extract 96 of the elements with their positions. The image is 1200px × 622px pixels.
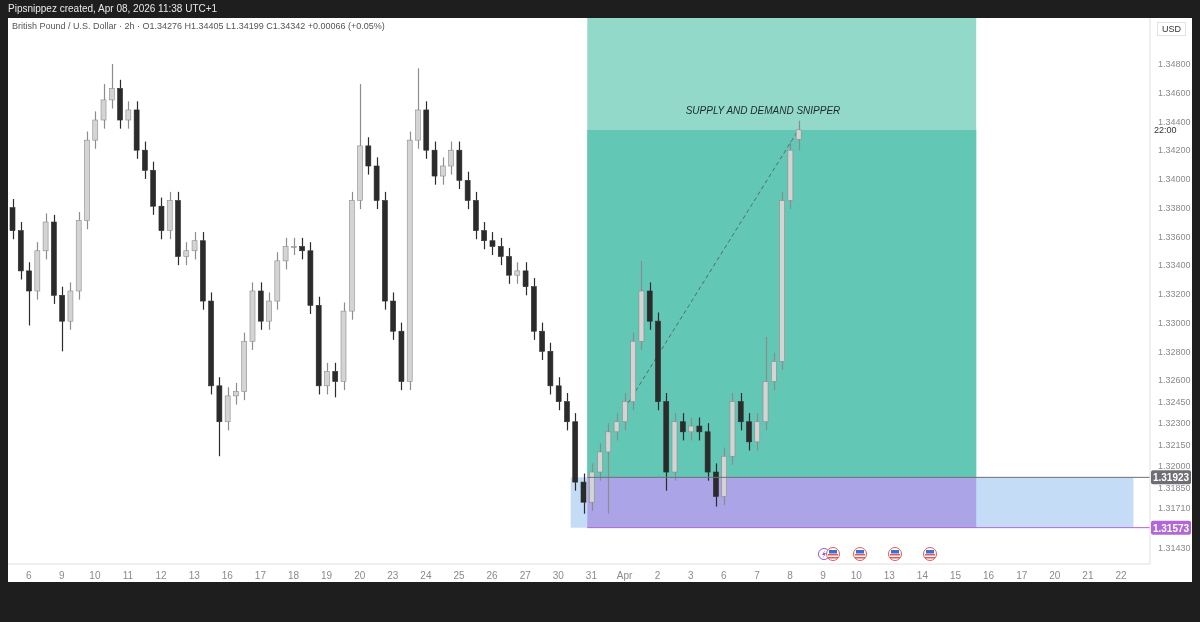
candlestick [390, 291, 396, 341]
candlestick [67, 281, 74, 331]
x-tick-label: 16 [221, 570, 234, 582]
candlestick [125, 100, 132, 130]
y-tick-label: 1.32300 [1158, 418, 1191, 429]
x-tick-label: 19 [321, 570, 333, 582]
x-tick-label: 9 [59, 570, 66, 582]
candlestick [133, 100, 140, 160]
candlestick [423, 100, 430, 160]
text: USD [1156, 22, 1186, 36]
candlestick [216, 376, 223, 457]
x-tick-label: 7 [754, 570, 761, 582]
x-tick-label: Apr [616, 570, 633, 582]
x-tick-label: 12 [155, 570, 168, 582]
candlestick [274, 251, 281, 311]
x-tick-label: 8 [787, 570, 794, 582]
candlestick [572, 412, 579, 492]
y-tick-label: 1.32800 [1158, 346, 1191, 357]
x-tick-label: 18 [287, 570, 300, 582]
x-tick-label: 27 [519, 570, 532, 582]
ref-line-label: 1.31573 [1152, 522, 1190, 534]
x-tick-label: 22 [1115, 570, 1128, 582]
candlestick [109, 63, 115, 110]
candlestick [440, 156, 446, 186]
candlestick [249, 281, 256, 351]
candlestick [75, 211, 82, 301]
x-tick-label: 9 [820, 570, 827, 582]
candlestick [729, 392, 736, 466]
x-tick-label: 6 [721, 570, 728, 582]
x-tick-label: 20 [354, 570, 366, 582]
x-tick-label: 23 [387, 570, 399, 582]
candlestick [489, 231, 496, 256]
chart-subtitle: British Pound / U.S. Dollar · 2h · O1.34276 H1.34405 L1.34199 C1.34342 +0.00066 (+0.05%) [12, 21, 385, 31]
x-tick-label: 13 [883, 570, 896, 582]
x-tick-label: 14 [916, 570, 929, 582]
candlestick [373, 156, 380, 210]
y-tick-label: 1.34200 [1158, 145, 1191, 156]
x-tick-label: 13 [188, 570, 201, 582]
candlestick [26, 261, 32, 327]
candlestick [605, 422, 612, 515]
y-tick-label: 1.32000 [1158, 461, 1191, 472]
candlestick [257, 281, 264, 331]
candlestick [713, 462, 719, 508]
y-tick-label: 1.32450 [1158, 396, 1191, 407]
y-tick-label: 1.32600 [1158, 375, 1191, 386]
y-tick-label: 1.31710 [1158, 503, 1191, 514]
x-tick-label: 21 [1082, 570, 1094, 582]
candlestick [588, 462, 595, 512]
y-tick-label: 1.34800 [1158, 59, 1191, 70]
y-tick-label: 1.31430 [1158, 543, 1191, 554]
annotation: SUPPLY AND DEMAND SNIPPER [684, 105, 842, 116]
x-tick-label: 2 [654, 570, 661, 582]
y-tick-label: 1.34400 [1158, 116, 1191, 127]
y-tick-label: 1.33400 [1158, 260, 1191, 271]
y-tick-label: 1.31850 [1158, 483, 1191, 494]
candlestick [531, 277, 537, 341]
candlestick [266, 291, 272, 331]
chart-title: Pipsnippez created, Apr 08, 2026 11:38 UTC+1 [8, 3, 218, 14]
candlestick [506, 247, 512, 285]
x-tick-label: 16 [983, 570, 995, 582]
x-tick-label: 17 [1016, 570, 1028, 582]
candlestick [415, 67, 421, 150]
candlestick [365, 136, 372, 176]
x-tick-label: 11 [122, 570, 134, 582]
candlestick [233, 382, 239, 406]
y-tick-label: 1.34600 [1158, 87, 1191, 98]
candlestick [357, 83, 363, 210]
ref-line-label: 1.31923 [1152, 472, 1190, 484]
candlestick [17, 221, 24, 281]
text: 22:00 [1154, 125, 1177, 135]
y-tick-label: 1.33800 [1158, 202, 1191, 213]
x-tick-label: 3 [687, 570, 694, 582]
x-tick-label: 26 [486, 570, 499, 582]
candlestick [92, 110, 99, 150]
x-tick-label: 15 [949, 570, 962, 582]
x-tick-label: 25 [453, 570, 466, 582]
candlestick [646, 281, 653, 331]
y-tick-label: 1.33000 [1158, 317, 1191, 328]
candlestick [663, 392, 670, 492]
candlestick [307, 241, 314, 315]
x-tick-label: 31 [585, 570, 598, 582]
y-tick-label: 1.33200 [1158, 289, 1191, 300]
x-tick-label: 10 [89, 570, 101, 582]
candlestick [514, 261, 521, 285]
y-tick-label: 1.32150 [1158, 439, 1191, 450]
x-tick-label: 30 [552, 570, 565, 582]
x-tick-label: 20 [1049, 570, 1061, 582]
x-tick-label: 24 [420, 570, 432, 582]
candlestick [34, 241, 41, 301]
candlestick [200, 231, 206, 311]
x-tick-label: 17 [254, 570, 267, 582]
candlestick [638, 260, 645, 351]
y-tick-label: 1.34000 [1158, 174, 1191, 185]
x-tick-label: 10 [850, 570, 863, 582]
y-tick-label: 1.33600 [1158, 231, 1191, 242]
x-tick-label: 6 [25, 570, 32, 582]
